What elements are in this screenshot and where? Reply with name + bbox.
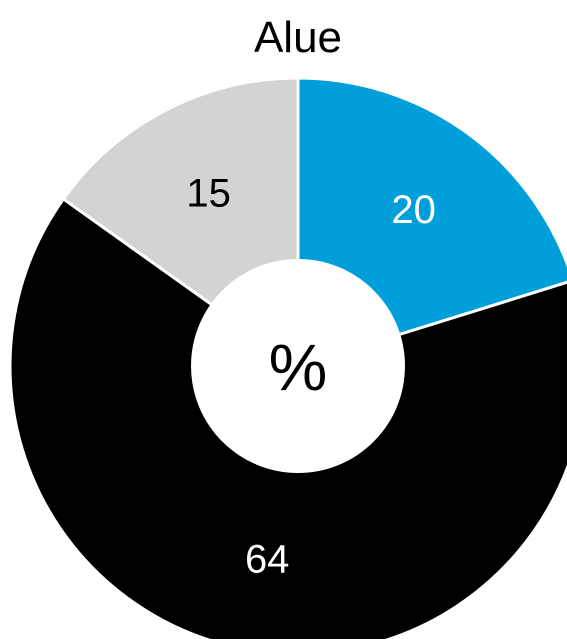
slice-labels: 20 64 15 bbox=[186, 172, 435, 582]
center-label: % bbox=[269, 330, 328, 404]
slice-label-15: 15 bbox=[186, 172, 231, 216]
slice-label-64: 64 bbox=[245, 538, 290, 582]
chart-title: Alue bbox=[254, 13, 342, 62]
donut-hole bbox=[191, 259, 405, 473]
slice-label-20: 20 bbox=[391, 188, 436, 232]
